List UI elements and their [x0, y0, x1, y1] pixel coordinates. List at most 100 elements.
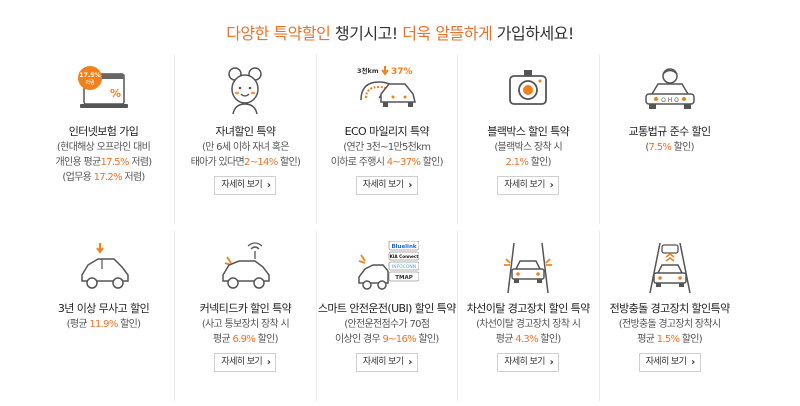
description-text: 할인): [255, 334, 279, 345]
description-line: 이상인 경우 9~16% 할인): [317, 332, 457, 347]
detail-button[interactable]: 자세히 보기 ›: [355, 176, 418, 195]
description-line: (블랙박스 장착 시: [458, 140, 598, 155]
discount-title: 전방충돌 경고장치 할인특약: [609, 302, 731, 315]
chevron-right-icon: ›: [549, 357, 554, 368]
chevron-right-icon: ›: [408, 357, 412, 368]
description-text: 저렴): [121, 172, 145, 183]
connected-car-icon: [213, 241, 277, 295]
discount-title: 차선이탈 경고장치 할인 특약: [466, 302, 591, 315]
description-text: 이상인 경우: [334, 334, 383, 345]
chevron-right-icon: ›: [549, 180, 554, 191]
detail-button[interactable]: 자세히 보기 ›: [638, 353, 701, 372]
description-line: (현대해상 오프라인 대비: [33, 140, 174, 155]
discount-item-7: 커넥티드카 할인 특약 (사고 통보장치 장착 시 평균 6.9% 할인) 자세히 보…: [174, 231, 315, 401]
headline-accent-1: 다양한 특약할인: [226, 24, 331, 43]
chevron-right-icon: ›: [408, 180, 412, 191]
detail-button[interactable]: 자세히 보기 ›: [497, 176, 560, 195]
description-text: 평균: [495, 334, 516, 345]
discount-item-9: 차선이탈 경고장치 할인 특약 (차선이탈 경고장치 장착 시 평균 4.3% 할인…: [457, 231, 598, 401]
driver-car-icon: O H O: [638, 64, 702, 118]
description-line: (안전운전점수가 70점: [317, 317, 457, 332]
description-text: (업무용: [62, 172, 94, 183]
description-text: (평균: [66, 319, 90, 330]
discount-item-1: % 17.5% 저렴 인터넷보험 가입 (현대해상 오프라인 대비 개인용 평균17…: [33, 54, 174, 224]
description-text: 평균: [213, 334, 233, 345]
discount-item-6: 3년 이상 무사고 할인 (평균 11.9% 할인): [33, 231, 174, 401]
description-line: (연간 3천~1만5천km: [317, 140, 457, 155]
discount-description: (평균 11.9% 할인): [33, 317, 174, 332]
svg-text:TMAP: TMAP: [395, 275, 413, 281]
description-text: 태아가 있다면: [190, 157, 245, 168]
safe-car-icon: [72, 241, 136, 295]
svg-text:INFOCONN: INFOCONN: [392, 264, 416, 270]
description-line: 평균 4.3% 할인): [458, 332, 598, 347]
discount-rate: 2~14%: [244, 157, 278, 168]
description-line: (차선이탈 경고장치 장착 시: [458, 317, 598, 332]
detail-button[interactable]: 자세히 보기 ›: [214, 176, 277, 195]
lane-departure-icon: [496, 241, 560, 295]
chevron-right-icon: ›: [266, 357, 271, 368]
description-line: 평균 1.5% 할인): [600, 332, 740, 347]
description-line: 개인용 평균17.5% 저렴): [33, 155, 174, 170]
description-text: (만 6세 이하 자녀 혹은: [202, 142, 289, 153]
detail-button[interactable]: 자세히 보기 ›: [497, 353, 560, 372]
description-text: 저렴): [128, 157, 152, 168]
discount-item-3: 3천km 37% ECO 마일리지 특약 (연간 3천~1만5천km 이하로 주행시…: [315, 54, 457, 224]
description-text: 할인): [117, 319, 141, 330]
chevron-right-icon: ›: [691, 357, 695, 368]
discount-item-5: O H O 교통법규 준수 할인 (7.5% 할인): [598, 54, 740, 224]
svg-text:3천km: 3천km: [357, 66, 379, 75]
discount-title: 블랙박스 할인 특약: [487, 125, 570, 138]
description-line: 이하로 주행시 4~37% 할인): [317, 155, 457, 170]
detail-button-label: 자세히 보기: [362, 180, 404, 190]
svg-text:KIA Connect: KIA Connect: [389, 254, 418, 259]
discount-title: 교통법규 준수 할인: [628, 125, 712, 138]
discount-row-2: 3년 이상 무사고 할인 (평균 11.9% 할인) 커넥티드카 할인 특약 (사고…: [33, 231, 740, 406]
laptop-discount-icon: % 17.5% 저렴: [72, 64, 136, 118]
detail-button-label: 자세히 보기: [504, 357, 545, 367]
discount-grid: % 17.5% 저렴 인터넷보험 가입 (현대해상 오프라인 대비 개인용 평균17…: [33, 54, 740, 406]
child-icon: [213, 64, 277, 118]
discount-rate: 4~37%: [386, 157, 421, 168]
discount-description: (블랙박스 장착 시 2.1% 할인): [458, 140, 598, 170]
discount-rate: 17.5%: [100, 157, 130, 168]
description-text: (사고 통보장치 장착 시: [201, 319, 290, 330]
description-text: (안전운전점수가 70점: [344, 319, 430, 330]
description-text: (전방충돌 경고장치 장착시: [618, 319, 721, 330]
detail-button[interactable]: 자세히 보기 ›: [214, 353, 277, 372]
detail-button-label: 자세히 보기: [645, 357, 687, 367]
svg-text:%: %: [110, 87, 121, 100]
blackbox-camera-icon: [496, 64, 560, 118]
headline-text-1: 챙기시고!: [330, 24, 403, 43]
discount-rate: 4.3%: [515, 334, 538, 345]
discount-item-8: Bluelink KIA Connect INFOCONN TMAP 스마트 안…: [315, 231, 457, 401]
description-text: (현대해상 오프라인 대비: [56, 142, 151, 153]
detail-button-label: 자세히 보기: [221, 180, 263, 190]
headline-accent-2: 더욱 알뜰하게: [402, 24, 493, 43]
discount-title: 3년 이상 무사고 할인: [57, 302, 150, 315]
description-text: 할인): [528, 157, 552, 168]
description-text: (블랙박스 장착 시: [494, 142, 563, 153]
description-text: (: [645, 142, 649, 153]
discount-rate: 9~16%: [382, 334, 416, 345]
svg-text:저렴: 저렴: [85, 79, 94, 86]
description-line: (평균 11.9% 할인): [33, 317, 174, 332]
discount-rate: 2.1%: [505, 157, 529, 168]
description-line: (만 6세 이하 자녀 혹은: [175, 140, 315, 155]
description-text: 할인): [671, 142, 695, 153]
forward-collision-icon: [638, 241, 702, 295]
discount-rate: 11.9%: [89, 319, 118, 330]
description-line: 태아가 있다면2~14% 할인): [175, 155, 315, 170]
discount-rate: 7.5%: [648, 142, 672, 153]
detail-button-label: 자세히 보기: [221, 357, 263, 367]
detail-button[interactable]: 자세히 보기 ›: [355, 353, 418, 372]
chevron-right-icon: ›: [266, 180, 271, 191]
discount-description: (연간 3천~1만5천km 이하로 주행시 4~37% 할인): [317, 140, 457, 170]
discount-item-4: 블랙박스 할인 특약 (블랙박스 장착 시 2.1% 할인) 자세히 보기 ›: [457, 54, 598, 224]
discount-description: (현대해상 오프라인 대비 개인용 평균17.5% 저렴) (업무용 17.2% 저…: [33, 140, 174, 185]
description-line: (사고 통보장치 장착 시: [175, 317, 315, 332]
svg-text:Bluelink: Bluelink: [391, 244, 416, 250]
